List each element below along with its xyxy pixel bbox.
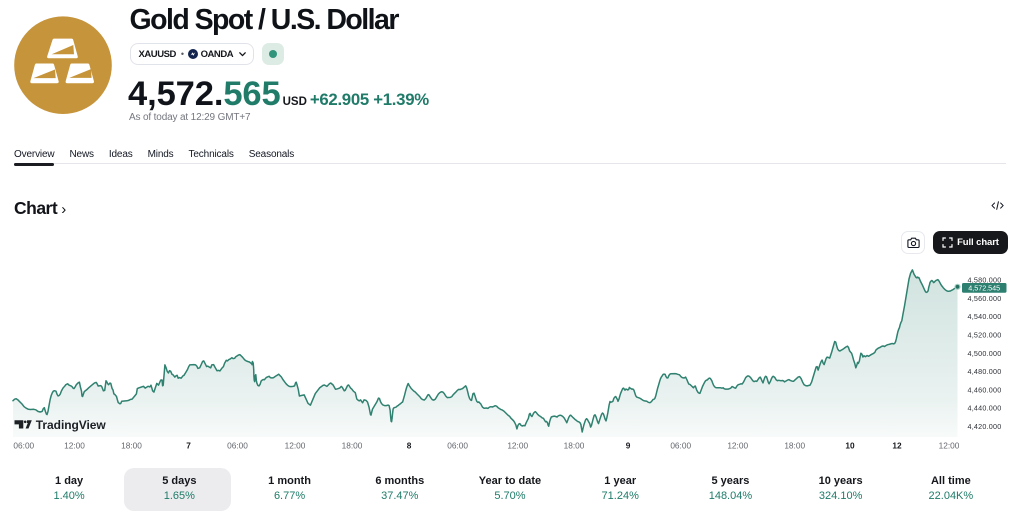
svg-text:12:00: 12:00 <box>64 440 85 450</box>
svg-text:8: 8 <box>407 440 412 450</box>
svg-text:12:00: 12:00 <box>285 440 306 450</box>
svg-text:12:00: 12:00 <box>507 440 528 450</box>
svg-text:06:00: 06:00 <box>227 440 248 450</box>
svg-text:4,420.000: 4,420.000 <box>968 422 1002 431</box>
svg-text:06:00: 06:00 <box>13 440 34 450</box>
svg-text:10: 10 <box>845 440 855 450</box>
svg-text:12:00: 12:00 <box>727 440 748 450</box>
svg-text:18:00: 18:00 <box>342 440 363 450</box>
svg-text:4,560.000: 4,560.000 <box>968 294 1002 303</box>
svg-text:7: 7 <box>186 440 191 450</box>
svg-text:4,440.000: 4,440.000 <box>968 404 1002 413</box>
svg-text:18:00: 18:00 <box>784 440 805 450</box>
svg-text:4,480.000: 4,480.000 <box>968 367 1002 376</box>
svg-text:TradingView: TradingView <box>36 418 107 432</box>
svg-text:12: 12 <box>892 440 902 450</box>
svg-text:4,540.000: 4,540.000 <box>968 312 1002 321</box>
svg-text:18:00: 18:00 <box>564 440 585 450</box>
svg-text:4,460.000: 4,460.000 <box>968 385 1002 394</box>
svg-text:4,572.545: 4,572.545 <box>968 283 1000 292</box>
svg-text:4,520.000: 4,520.000 <box>968 331 1002 340</box>
svg-text:06:00: 06:00 <box>447 440 468 450</box>
svg-text:12:00: 12:00 <box>939 440 960 450</box>
svg-text:4,580.000: 4,580.000 <box>968 276 1002 285</box>
svg-text:9: 9 <box>626 440 631 450</box>
svg-text:4,500.000: 4,500.000 <box>968 349 1002 358</box>
svg-text:06:00: 06:00 <box>670 440 691 450</box>
svg-text:18:00: 18:00 <box>121 440 142 450</box>
